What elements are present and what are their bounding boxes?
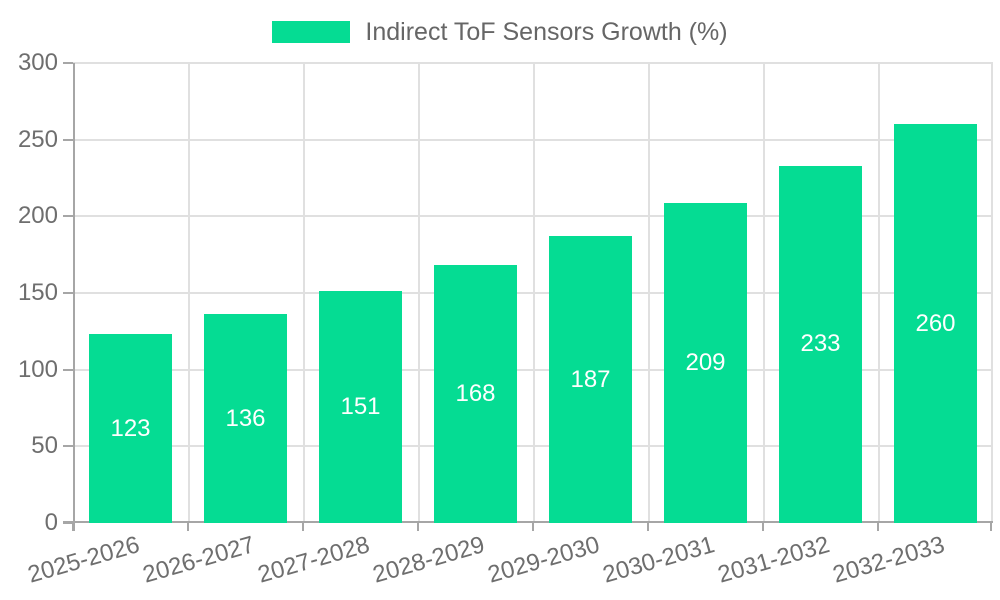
bar-value-label: 233 <box>800 330 841 358</box>
y-axis-tick <box>63 445 73 448</box>
y-axis-tick <box>63 215 73 218</box>
y-tick-label: 250 <box>17 125 58 153</box>
x-tick-label: 2031-2032 <box>714 531 833 589</box>
bar[interactable]: 123 <box>89 334 172 523</box>
v-gridline <box>878 63 880 523</box>
x-axis-tick <box>762 523 764 531</box>
bar-value-label: 123 <box>110 414 151 442</box>
bar-value-label: 168 <box>455 380 496 408</box>
v-gridline <box>303 63 305 523</box>
chart-legend[interactable]: Indirect ToF Sensors Growth (%) <box>0 16 1000 48</box>
y-tick-label: 0 <box>44 509 58 536</box>
x-axis-tick <box>647 523 649 531</box>
bar[interactable]: 233 <box>779 165 862 523</box>
x-axis-tick <box>990 523 992 531</box>
bar-value-label: 209 <box>685 348 726 376</box>
x-axis-line <box>63 521 993 523</box>
y-axis-tick <box>63 62 73 64</box>
x-axis-tick <box>187 523 189 531</box>
v-gridline <box>188 63 190 523</box>
y-tick-label: 150 <box>17 279 58 306</box>
x-axis-tick <box>877 523 879 531</box>
x-tick-label: 2030-2031 <box>599 531 718 589</box>
v-gridline <box>533 63 535 523</box>
x-tick-label: 2029-2030 <box>484 531 603 589</box>
x-tick-label: 2025-2026 <box>24 531 143 589</box>
y-tick-label: 200 <box>17 202 58 230</box>
bar-value-label: 136 <box>225 404 266 432</box>
x-tick-label: 2032-2033 <box>829 531 948 589</box>
bar[interactable]: 209 <box>664 202 747 523</box>
x-axis-tick <box>417 523 419 531</box>
y-axis-tick <box>63 292 73 294</box>
y-tick-label: 300 <box>17 49 58 76</box>
bar[interactable]: 187 <box>549 236 632 523</box>
y-axis-tick <box>63 522 73 524</box>
plot-area: 0 50 100 150 200 250 300 123 136 151 168 187 209 233 2… <box>18 51 993 589</box>
x-tick-label: 2027-2028 <box>254 531 373 589</box>
x-tick-label: 2026-2027 <box>139 531 258 589</box>
bar[interactable]: 260 <box>894 124 977 523</box>
x-tick-label: 2028-2029 <box>369 531 488 589</box>
y-axis-line <box>73 63 75 531</box>
legend-swatch-icon <box>272 21 351 43</box>
legend-label: Indirect ToF Sensors Growth (%) <box>365 17 728 46</box>
v-gridline <box>418 63 420 523</box>
bar[interactable]: 136 <box>204 314 287 523</box>
y-tick-label: 100 <box>17 355 58 383</box>
v-gridline <box>991 63 993 523</box>
bar[interactable]: 151 <box>319 291 402 523</box>
y-tick-label: 50 <box>31 432 58 460</box>
v-gridline <box>648 63 650 523</box>
bar-value-label: 187 <box>570 365 611 393</box>
v-gridline <box>763 63 765 523</box>
bar-value-label: 260 <box>915 309 956 337</box>
bar-value-label: 151 <box>340 393 381 421</box>
y-axis-tick <box>63 138 73 141</box>
x-axis-tick <box>302 523 304 531</box>
bar[interactable]: 168 <box>434 265 517 523</box>
y-axis-tick <box>63 368 73 371</box>
x-axis-tick <box>532 523 534 531</box>
